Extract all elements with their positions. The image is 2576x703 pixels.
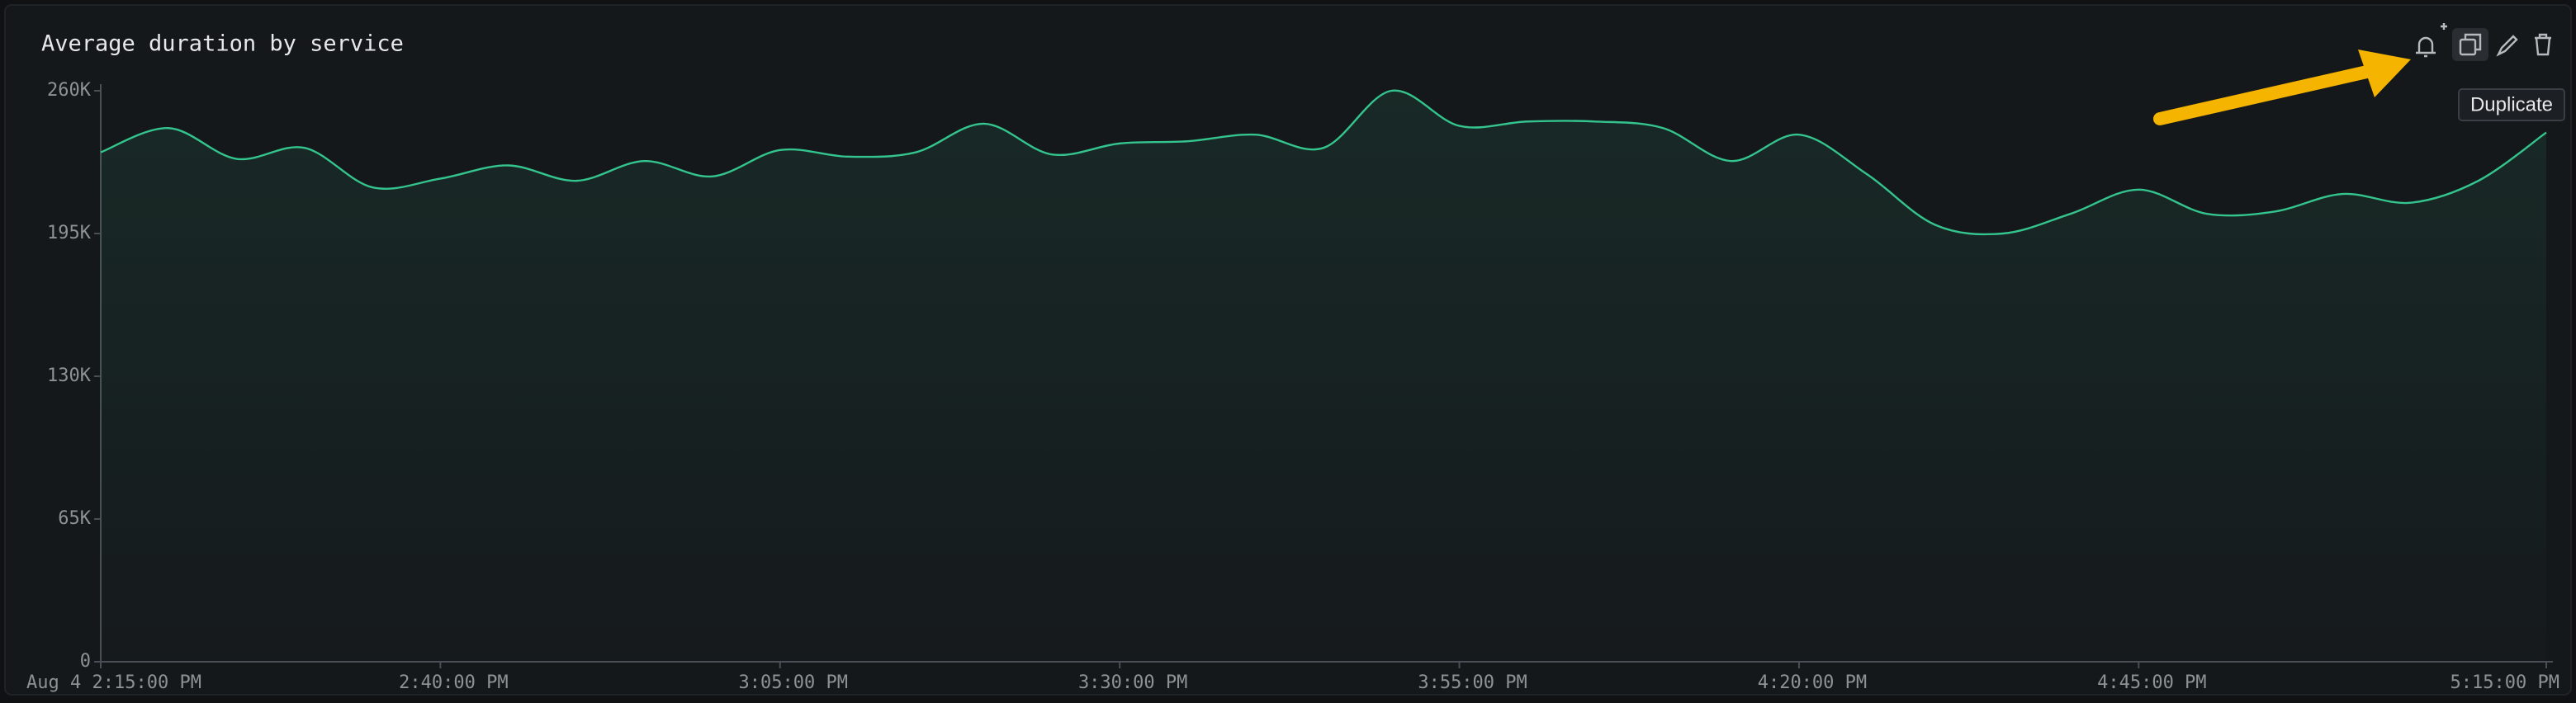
edit-icon[interactable] (2496, 35, 2518, 57)
x-tick-label: 3:30:00 PM (1078, 672, 1187, 693)
plot: 0 65K 130K 195K 260K Aug 4 2:15:00 PM 2:40:00 … (26, 80, 2559, 693)
y-tick-label: 260K (47, 80, 92, 101)
duplicate-icon (2459, 38, 2477, 56)
x-tick-label: 4:45:00 PM (2097, 672, 2206, 693)
x-tick-label: 3:55:00 PM (1418, 672, 1527, 693)
chart-title: Average duration by service (41, 31, 404, 57)
series-area (101, 90, 2546, 662)
x-tick-label: 2:40:00 PM (399, 672, 508, 693)
duplicate-button[interactable] (2452, 28, 2488, 61)
tooltip-box (2458, 88, 2565, 121)
annotation-arrow (2153, 50, 2411, 125)
y-tick-label: 65K (58, 508, 91, 529)
y-tick-label: 0 (80, 651, 91, 672)
series-line (100, 89, 2547, 236)
y-tick-label: 195K (47, 223, 92, 243)
tooltip: Duplicate (2470, 93, 2553, 116)
alert-icon[interactable] (2416, 23, 2447, 58)
x-tick-label: 3:05:00 PM (739, 672, 848, 693)
y-tick-label: 130K (47, 366, 92, 386)
toolbar (2416, 23, 2551, 61)
duplicate-icon-back (2464, 33, 2482, 51)
x-tick-label: 5:15:00 PM (2451, 672, 2559, 693)
x-tick-label: Aug 4 2:15:00 PM (26, 672, 201, 693)
delete-icon[interactable] (2535, 33, 2551, 56)
x-tick-label: 4:20:00 PM (1758, 672, 1867, 693)
